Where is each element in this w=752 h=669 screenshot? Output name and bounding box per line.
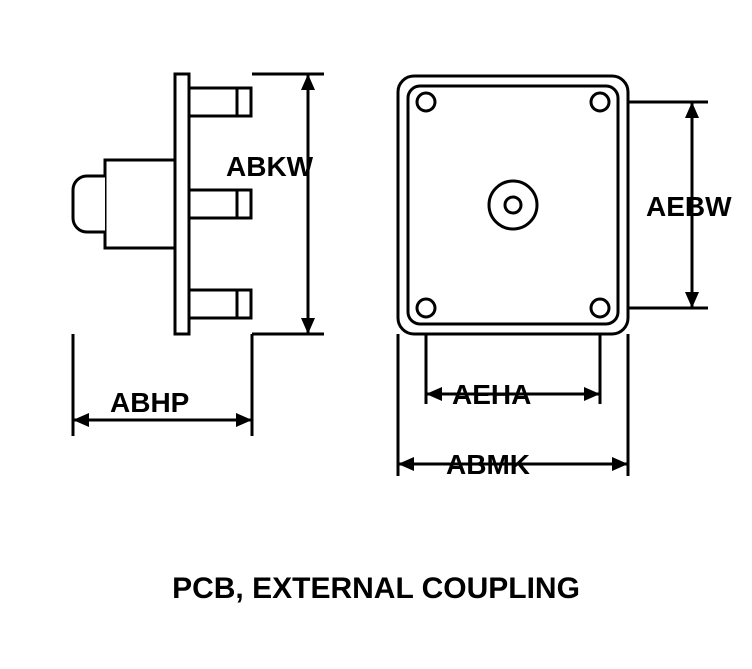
svg-text:ABKW: ABKW xyxy=(226,151,314,182)
svg-text:AEBW: AEBW xyxy=(646,191,732,222)
technical-drawing: ABKW ABHP AEBW AEHA ABMK xyxy=(0,0,752,669)
svg-text:ABMK: ABMK xyxy=(446,449,530,480)
svg-text:AEHA: AEHA xyxy=(452,379,531,410)
svg-text:ABHP: ABHP xyxy=(110,387,189,418)
caption: PCB, EXTERNAL COUPLING xyxy=(0,572,752,606)
